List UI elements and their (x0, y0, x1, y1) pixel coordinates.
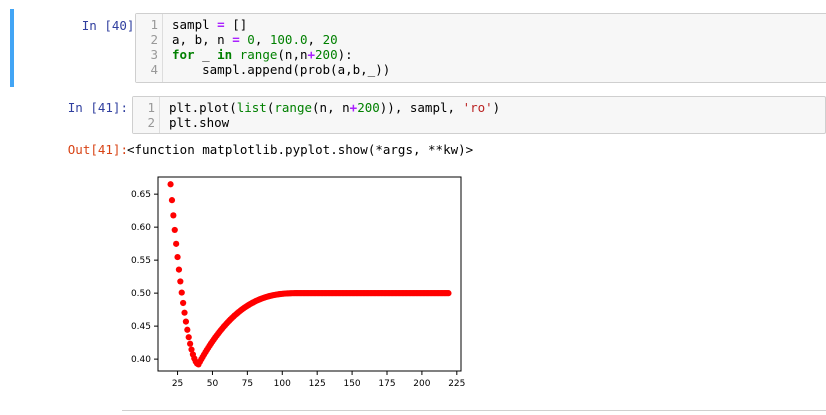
code-text: plt.show (169, 115, 230, 130)
code-text: plt.plot(list(range(n, n+200)), sampl, '… (169, 100, 501, 115)
code-text: for _ in range(n,n+200): (172, 47, 353, 62)
code-text: a, b, n = 0, 100.0, 20 (172, 32, 338, 47)
input-prompt: In [41]: (67, 100, 128, 115)
line-number: 2 (147, 115, 155, 130)
next-cell-edge (122, 410, 826, 415)
code-cell-40[interactable]: In [40]: 1 sampl = [] 2 a, b, n = 0, 100.0,… (10, 9, 826, 87)
line-number-gutter (133, 97, 160, 133)
code-text: sampl = [] (172, 17, 248, 32)
line-number: 2 (150, 32, 158, 47)
input-prompt: In [40]: (81, 18, 142, 33)
line-number: 1 (147, 100, 155, 115)
code-editor[interactable]: 1 plt.plot(list(range(n, n+200)), sampl, … (132, 96, 826, 134)
code-cell-41[interactable]: In [41]: 1 plt.plot(list(range(n, n+200))… (10, 92, 826, 412)
line-number: 1 (150, 17, 158, 32)
output-text: <function matplotlib.pyplot.show(*args, … (127, 142, 474, 157)
code-editor[interactable]: 1 sampl = [] 2 a, b, n = 0, 100.0, 20 3 for _… (135, 13, 826, 83)
line-number: 4 (150, 62, 158, 77)
code-text: sampl.append(prob(a,b,_)) (172, 62, 391, 77)
line-number-gutter (136, 14, 163, 82)
line-number: 3 (150, 47, 158, 62)
output-prompt: Out[41]: (67, 142, 128, 157)
